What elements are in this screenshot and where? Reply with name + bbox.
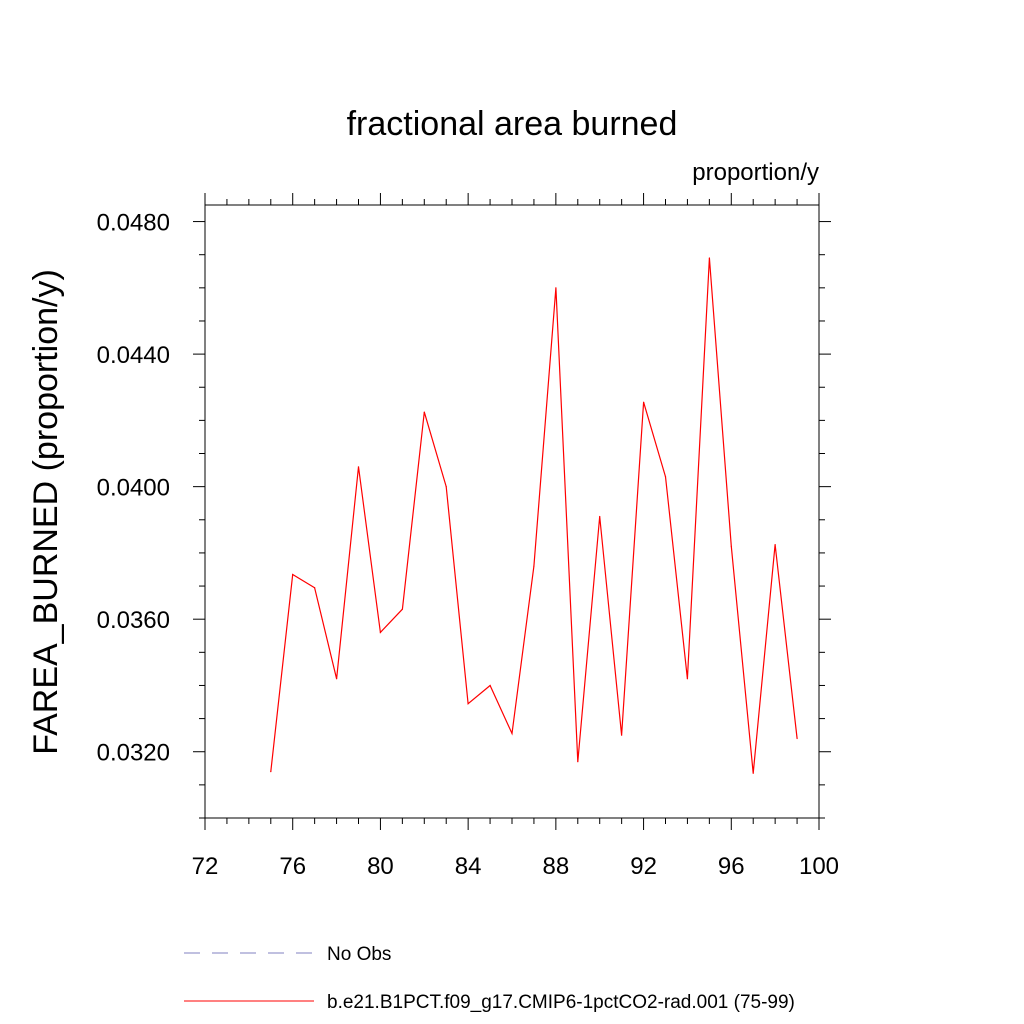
data-point (401, 608, 403, 610)
y-axis-label: FAREA_BURNED (proportion/y) (27, 269, 65, 755)
series-layer (270, 257, 798, 774)
x-tick-label: 72 (192, 853, 219, 880)
x-tick-label: 84 (455, 853, 482, 880)
data-point (489, 684, 491, 687)
chart-title: fractional area burned (347, 105, 678, 143)
x-tick-label: 92 (630, 853, 657, 880)
data-point (599, 515, 601, 518)
x-tick-label: 100 (799, 853, 839, 880)
data-point (292, 573, 294, 576)
ticks-layer (193, 193, 831, 830)
data-point (686, 678, 689, 680)
units-label: proportion/y (692, 159, 819, 186)
y-tick-label: 0.0360 (97, 607, 170, 634)
data-point (708, 257, 711, 259)
legend-label: b.e21.B1PCT.f09_g17.CMIP6-1pctCO2-rad.00… (327, 992, 795, 1013)
data-point (643, 401, 645, 403)
data-point (357, 466, 360, 468)
data-point (730, 545, 732, 547)
data-point (445, 486, 447, 488)
data-point (423, 411, 425, 413)
data-point (664, 476, 667, 478)
data-point (467, 703, 469, 705)
data-point (621, 734, 623, 736)
x-tick-label: 76 (279, 853, 306, 880)
data-point (270, 771, 272, 773)
data-point (752, 772, 754, 774)
tick-labels-layer: 72 76 80 84 88 92 96 100 0.0320 0.0360 0.0400 0.044… (97, 210, 839, 880)
data-point (796, 737, 798, 740)
y-tick-label: 0.0480 (97, 210, 170, 237)
series-line-1 (270, 257, 798, 774)
legend: No Obs b.e21.B1PCT.f09_g17.CMIP6-1pctCO2-… (184, 944, 795, 1013)
y-tick-label: 0.0320 (97, 740, 170, 767)
plot-frame (204, 204, 820, 819)
data-point (511, 732, 513, 735)
y-tick-label: 0.0400 (97, 475, 170, 502)
data-point (336, 678, 338, 680)
y-tick-label: 0.0440 (97, 342, 170, 369)
legend-label: No Obs (327, 944, 391, 965)
data-point (314, 587, 316, 589)
data-point (533, 565, 535, 567)
data-point (379, 631, 381, 634)
data-point (555, 287, 557, 289)
data-point (774, 544, 776, 546)
x-tick-label: 88 (543, 853, 570, 880)
data-point (577, 761, 579, 763)
x-tick-label: 80 (367, 853, 394, 880)
x-tick-label: 96 (718, 853, 745, 880)
